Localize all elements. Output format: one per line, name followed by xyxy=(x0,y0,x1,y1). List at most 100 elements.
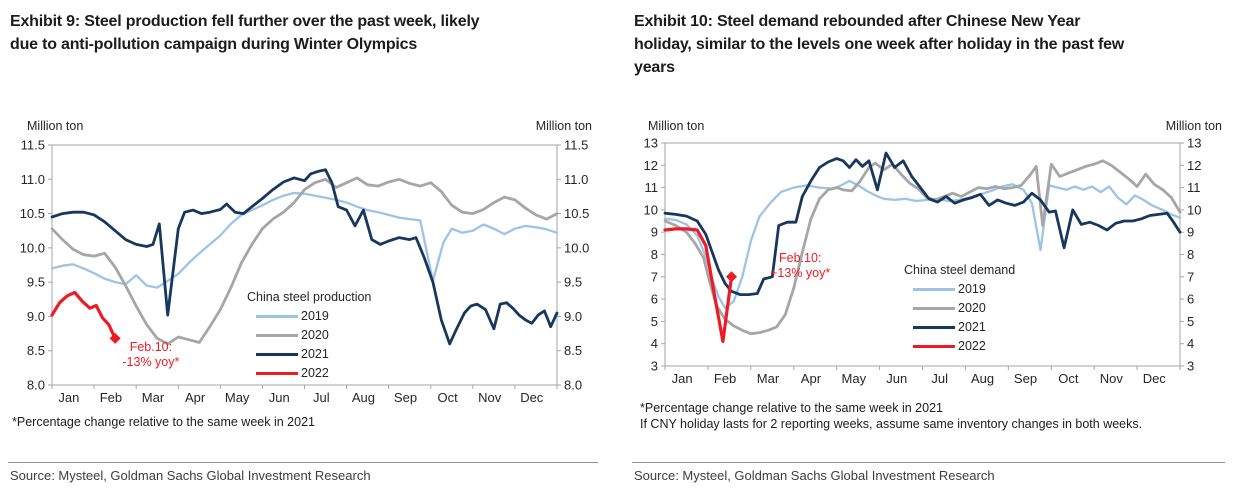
y-tick-label: 11.5 xyxy=(21,138,45,153)
x-tick-label: Oct xyxy=(437,390,458,405)
y-tick-label: 9.5 xyxy=(27,275,45,290)
series-line-2019 xyxy=(50,191,559,289)
steel-production-chart: 8.0 8.0 8.5 8.5 9.0 9.0 9.5 9.5 10.0 10.0 10.5 10.5… xyxy=(8,112,600,412)
annotation-text: +13% yoy* xyxy=(770,266,830,280)
steel-demand-chart: 3 3 4 4 5 5 6 6 7 7 8 8 9 9 10 10 11 11 12 12 13 13 Jan Feb Mar A… xyxy=(632,112,1233,412)
x-tick-label: Aug xyxy=(971,371,994,386)
y-tick-label: 12 xyxy=(1187,158,1201,173)
y-tick-label: 11.0 xyxy=(21,172,45,187)
annotation-text: Feb.10: xyxy=(130,340,172,354)
y-tick-label: 9.0 xyxy=(564,309,582,324)
legend-label: 2020 xyxy=(301,328,329,342)
y-tick-label: 7 xyxy=(651,269,658,284)
y-tick-label: 13 xyxy=(1187,136,1201,151)
footnote-line: *Percentage change relative to the same … xyxy=(12,415,315,429)
x-tick-label: Dec xyxy=(520,390,544,405)
legend-label: 2021 xyxy=(958,320,986,334)
title-line: holiday, similar to the levels one week … xyxy=(634,36,1125,53)
x-tick-label: Sep xyxy=(394,390,417,405)
annotation-text: Feb.10: xyxy=(779,251,821,265)
y-tick-label: 10.0 xyxy=(564,240,589,255)
y-axis-unit-label-left: Million ton xyxy=(27,119,84,133)
end-diamond-marker-2022 xyxy=(726,271,738,283)
x-tick-label: Apr xyxy=(185,390,206,405)
x-tick-label: Jun xyxy=(886,371,907,386)
x-tick-label: Mar xyxy=(142,390,165,405)
y-tick-label: 6 xyxy=(1187,292,1194,307)
exhibit-10-title: Exhibit 10: Steel demand rebounded after… xyxy=(634,10,1230,79)
title-line: Exhibit 10: Steel demand rebounded after… xyxy=(634,13,1081,30)
series-line-2021 xyxy=(663,151,1182,297)
y-tick-label: 11.0 xyxy=(564,172,588,187)
legend-title: China steel demand xyxy=(904,263,1016,277)
source-note: Source: Mysteel, Goldman Sachs Global In… xyxy=(10,468,371,483)
x-tick-label: Jan xyxy=(672,371,693,386)
legend-swatch-2021 xyxy=(913,326,955,329)
y-tick-label: 5 xyxy=(651,314,658,329)
footnote-line: *Percentage change relative to the same … xyxy=(640,401,943,415)
x-tick-label: Oct xyxy=(1058,371,1079,386)
annotation-text: -13% yoy* xyxy=(122,355,179,369)
y-tick-label: 10 xyxy=(1187,202,1201,217)
y-tick-label: 9 xyxy=(651,225,658,240)
legend-label: 2022 xyxy=(301,366,329,380)
x-tick-label: Feb xyxy=(100,390,122,405)
y-tick-label: 11 xyxy=(645,180,659,195)
footnote-line: If CNY holiday lasts for 2 reporting wee… xyxy=(640,417,1143,431)
x-tick-label: Jan xyxy=(58,390,79,405)
x-tick-label: Jun xyxy=(269,390,290,405)
legend-swatch-2020 xyxy=(913,307,955,310)
series-line-2020 xyxy=(663,159,1182,336)
legend-item-2022: 2022 xyxy=(904,337,1015,356)
series-line-2019 xyxy=(663,179,1182,310)
y-axis-unit-label-right: Million ton xyxy=(535,119,592,133)
y-tick-label: 4 xyxy=(651,336,658,351)
end-diamond-marker-2022 xyxy=(109,332,121,344)
legend-label: 2022 xyxy=(958,339,986,353)
x-tick-label: Apr xyxy=(801,371,822,386)
title-line: Exhibit 9: Steel production fell further… xyxy=(10,13,480,30)
y-tick-label: 9 xyxy=(1187,225,1194,240)
legend-item-2019: 2019 xyxy=(247,307,371,326)
legend-swatch-2022 xyxy=(913,345,955,348)
x-tick-label: May xyxy=(842,371,867,386)
y-tick-label: 8 xyxy=(1187,247,1194,262)
divider-line xyxy=(632,462,1225,463)
y-tick-label: 10.5 xyxy=(20,206,45,221)
y-tick-label: 4 xyxy=(1187,336,1194,351)
legend-item-2021: 2021 xyxy=(247,345,371,364)
y-tick-label: 11 xyxy=(1187,180,1201,195)
x-tick-label: Nov xyxy=(1100,371,1124,386)
y-tick-label: 10.5 xyxy=(564,206,589,221)
y-tick-label: 10 xyxy=(644,202,658,217)
y-tick-label: 8.5 xyxy=(564,343,582,358)
legend-title: China steel production xyxy=(247,290,372,304)
y-tick-label: 3 xyxy=(651,359,658,374)
legend-swatch-2022 xyxy=(256,372,298,375)
y-tick-label: 7 xyxy=(1187,269,1194,284)
steel-demand-plot: 3 3 4 4 5 5 6 6 7 7 8 8 9 9 10 10 11 11 12 12 13 13 Jan Feb Mar A… xyxy=(644,136,1202,387)
legend-item-2019: 2019 xyxy=(904,280,1015,299)
y-axis-unit-label-right: Million ton xyxy=(1165,119,1222,133)
exhibit-9-footnote: *Percentage change relative to the same … xyxy=(12,414,315,430)
series-line-2022 xyxy=(50,290,117,340)
x-tick-label: Sep xyxy=(1014,371,1037,386)
x-tick-label: Nov xyxy=(478,390,502,405)
x-tick-label: Mar xyxy=(757,371,780,386)
x-tick-label: Jul xyxy=(313,390,330,405)
demand-legend: China steel demand 2019 2020 2021 2022 xyxy=(904,261,1015,356)
source-note: Source: Mysteel, Goldman Sachs Global In… xyxy=(634,468,995,483)
y-tick-label: 9.0 xyxy=(27,309,45,324)
legend-label: 2019 xyxy=(301,309,329,323)
y-tick-label: 8 xyxy=(651,247,658,262)
series-line-2021 xyxy=(50,168,559,346)
series-line-2022 xyxy=(663,227,734,344)
y-tick-label: 8.0 xyxy=(564,378,582,393)
legend-item-2020: 2020 xyxy=(247,326,371,345)
exhibit-10-footnote: *Percentage change relative to the same … xyxy=(640,400,1142,432)
y-tick-label: 8.0 xyxy=(27,378,45,393)
y-tick-label: 5 xyxy=(1187,314,1194,329)
legend-label: 2021 xyxy=(301,347,329,361)
x-tick-label: Dec xyxy=(1143,371,1167,386)
y-tick-label: 10.0 xyxy=(20,240,45,255)
